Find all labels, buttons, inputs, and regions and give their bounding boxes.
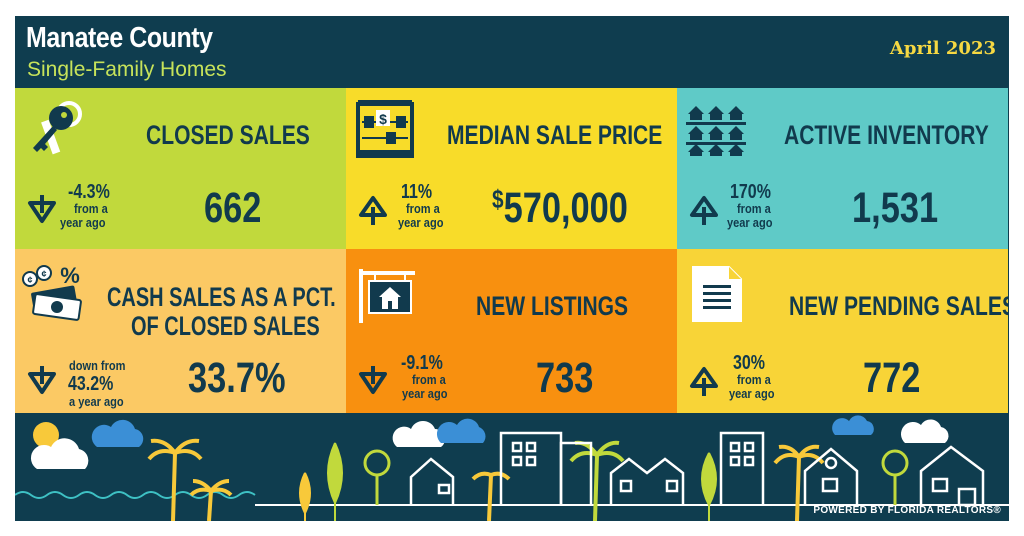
median-price-label: MEDIAN SALE PRICE — [447, 120, 663, 150]
tile-median-sale-price: $ MEDIAN SALE PRICE 11% from a year ago … — [346, 88, 677, 249]
cloud-icon — [392, 421, 446, 447]
down-arrow-icon — [28, 195, 56, 223]
active-inventory-value: 1,531 — [852, 184, 939, 232]
property-type-subtitle: Single-Family Homes — [27, 58, 227, 81]
closed-sales-value: 662 — [204, 184, 262, 232]
new-pending-value: 772 — [863, 354, 921, 402]
cloud-icon — [30, 438, 89, 469]
closed-sales-label: CLOSED SALES — [146, 120, 310, 150]
header: Manatee County Single-Family Homes April… — [15, 16, 1009, 88]
infographic-frame: Manatee County Single-Family Homes April… — [15, 16, 1009, 521]
svg-text:¢: ¢ — [41, 269, 46, 279]
tile-cash-sales: ¢ ¢ % CASH SALES AS A PCT. OF CLOSED SAL… — [15, 249, 346, 413]
wave-line — [15, 491, 256, 499]
up-arrow-icon — [690, 196, 718, 225]
palm-tree-icon — [569, 440, 625, 521]
cloud-icon — [91, 419, 144, 447]
cash-sales-label-line-2: OF CLOSED SALES — [131, 311, 320, 341]
tile-closed-sales: CLOSED SALES -4.3% from a year ago 662 — [15, 88, 346, 249]
median-price-change: 11% — [401, 181, 433, 203]
houses-grid-icon — [686, 106, 746, 156]
cash-sales-label-line-1: CASH SALES AS A PCT. — [107, 282, 336, 312]
median-price-amount: 570,000 — [503, 184, 628, 232]
for-sale-sign-icon — [359, 269, 415, 323]
cloud-icon — [436, 418, 486, 443]
document-icon — [692, 266, 742, 322]
closed-sales-change: -4.3% — [68, 181, 110, 203]
cash-sales-prior-value: 43.2% — [68, 373, 114, 395]
new-pending-label: NEW PENDING SALES — [789, 291, 1008, 321]
svg-text:%: % — [60, 263, 80, 288]
new-listings-change: -9.1% — [401, 352, 443, 374]
closed-sales-change-text-1: from a — [74, 201, 108, 216]
abacus-icon: $ — [356, 100, 414, 158]
tree-icon — [701, 452, 717, 521]
active-inventory-change-text-1: from a — [737, 201, 771, 216]
cash-icon: ¢ ¢ % — [22, 263, 82, 321]
currency-symbol: $ — [492, 184, 504, 214]
cash-sales-change-text: a year ago — [69, 394, 124, 409]
down-arrow-icon — [359, 366, 387, 394]
sun-icon — [33, 422, 59, 448]
active-inventory-change: 170% — [730, 181, 771, 203]
cash-sales-value: 33.7% — [188, 354, 286, 402]
palm-tree-icon — [147, 438, 825, 521]
new-pending-change: 30% — [733, 352, 766, 374]
powered-by-credit: POWERED BY FLORIDA REALTORS® — [813, 505, 1001, 516]
county-title: Manatee County — [26, 22, 213, 54]
svg-text:¢: ¢ — [27, 275, 32, 285]
svg-text:$: $ — [379, 111, 387, 127]
new-pending-change-text-2: year ago — [729, 386, 775, 401]
up-arrow-icon — [690, 367, 718, 396]
new-pending-change-text-1: from a — [737, 372, 771, 387]
median-price-change-text-2: year ago — [398, 215, 444, 230]
active-inventory-change-text-2: year ago — [727, 215, 773, 230]
cloud-icon — [832, 415, 874, 435]
down-arrow-icon — [28, 366, 56, 394]
new-listings-label: NEW LISTINGS — [476, 291, 629, 321]
tile-active-inventory: ACTIVE INVENTORY 170% from a year ago 1,… — [677, 88, 1008, 249]
tree-icon — [881, 449, 909, 477]
cash-sales-change-prefix: down from — [69, 358, 126, 373]
active-inventory-label: ACTIVE INVENTORY — [784, 120, 989, 150]
new-listings-change-text-2: year ago — [402, 386, 448, 401]
keys-icon — [33, 101, 82, 155]
tree-icon — [363, 449, 391, 477]
coastal-skyline-illustration — [15, 415, 1009, 521]
coastal-scene-illustration: POWERED BY FLORIDA REALTORS® — [15, 413, 1009, 521]
median-price-value: $570,000 — [492, 184, 628, 233]
cloud-icon — [900, 419, 949, 443]
tile-new-pending-sales: NEW PENDING SALES 30% from a year ago 77… — [677, 249, 1008, 413]
tree-icon — [299, 472, 311, 521]
report-date: April 2023 — [889, 38, 996, 59]
new-listings-value: 733 — [536, 354, 594, 402]
closed-sales-change-text-2: year ago — [60, 215, 106, 230]
tree-icon — [327, 442, 343, 521]
buildings-outline — [409, 431, 985, 507]
up-arrow-icon — [359, 196, 387, 225]
tile-new-listings: NEW LISTINGS -9.1% from a year ago 733 — [346, 249, 677, 413]
median-price-change-text-1: from a — [406, 201, 440, 216]
new-listings-change-text-1: from a — [412, 372, 446, 387]
